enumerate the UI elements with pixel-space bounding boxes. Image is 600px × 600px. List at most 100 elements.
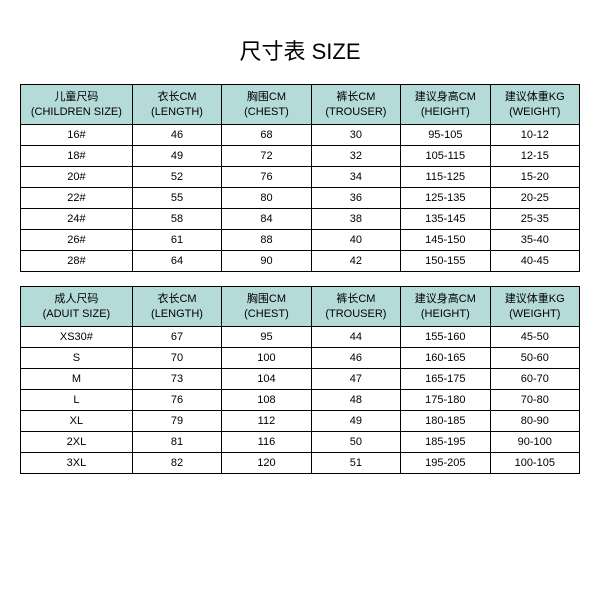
children-header-5: 建议体重KG(WEIGHT) (490, 85, 579, 125)
adult-cell: 100 (222, 348, 311, 369)
children-header-en-5: (WEIGHT) (492, 105, 578, 119)
adult-cell: 46 (311, 348, 400, 369)
adult-cell: 108 (222, 390, 311, 411)
children-header-1: 衣长CM(LENGTH) (132, 85, 221, 125)
adult-cell: 70 (132, 348, 221, 369)
children-header-en-2: (CHEST) (223, 105, 309, 119)
children-header-en-3: (TROUSER) (313, 105, 399, 119)
children-cell: 52 (132, 167, 221, 188)
adult-cell: 160-165 (401, 348, 490, 369)
adult-cell: 70-80 (490, 390, 579, 411)
adult-cell: 120 (222, 453, 311, 474)
size-tables-container: 儿童尺码(CHILDREN SIZE)衣长CM(LENGTH)胸围CM(CHES… (20, 84, 580, 474)
adult-header-cn-4: 建议身高CM (402, 292, 488, 306)
children-cell: 20# (21, 167, 133, 188)
adult-header-5: 建议体重KG(WEIGHT) (490, 287, 579, 327)
children-row: 18#497232105-11512-15 (21, 146, 580, 167)
adult-header-0: 成人尺码(ADUIT SIZE) (21, 287, 133, 327)
adult-cell: 104 (222, 369, 311, 390)
adult-cell: 49 (311, 411, 400, 432)
adult-cell: 2XL (21, 432, 133, 453)
children-header-2: 胸围CM(CHEST) (222, 85, 311, 125)
children-header-3: 裤长CM(TROUSER) (311, 85, 400, 125)
children-cell: 105-115 (401, 146, 490, 167)
children-cell: 150-155 (401, 251, 490, 272)
adult-size-table: 成人尺码(ADUIT SIZE)衣长CM(LENGTH)胸围CM(CHEST)裤… (20, 286, 580, 474)
children-cell: 32 (311, 146, 400, 167)
adult-cell: 180-185 (401, 411, 490, 432)
children-header-cn-3: 裤长CM (313, 90, 399, 104)
children-cell: 38 (311, 209, 400, 230)
adult-cell: 51 (311, 453, 400, 474)
adult-cell: 175-180 (401, 390, 490, 411)
children-cell: 12-15 (490, 146, 579, 167)
adult-header-cn-5: 建议体重KG (492, 292, 578, 306)
children-cell: 40-45 (490, 251, 579, 272)
adult-cell: 79 (132, 411, 221, 432)
children-header-cn-0: 儿童尺码 (22, 90, 131, 104)
adult-row: 2XL8111650185-19590-100 (21, 432, 580, 453)
adult-cell: 47 (311, 369, 400, 390)
children-cell: 72 (222, 146, 311, 167)
adult-cell: 60-70 (490, 369, 579, 390)
adult-header-cn-3: 裤长CM (313, 292, 399, 306)
children-cell: 84 (222, 209, 311, 230)
adult-cell: 112 (222, 411, 311, 432)
children-row: 16#46683095-10510-12 (21, 125, 580, 146)
adult-row: XS30#679544155-16045-50 (21, 327, 580, 348)
adult-cell: 45-50 (490, 327, 579, 348)
adult-header-3: 裤长CM(TROUSER) (311, 287, 400, 327)
adult-header-1: 衣长CM(LENGTH) (132, 287, 221, 327)
children-cell: 135-145 (401, 209, 490, 230)
adult-header-en-0: (ADUIT SIZE) (22, 307, 131, 321)
adult-cell: M (21, 369, 133, 390)
children-cell: 95-105 (401, 125, 490, 146)
children-cell: 22# (21, 188, 133, 209)
adult-row: XL7911249180-18580-90 (21, 411, 580, 432)
adult-row: S7010046160-16550-60 (21, 348, 580, 369)
adult-cell: 116 (222, 432, 311, 453)
adult-cell: 81 (132, 432, 221, 453)
adult-cell: S (21, 348, 133, 369)
children-cell: 34 (311, 167, 400, 188)
children-size-table: 儿童尺码(CHILDREN SIZE)衣长CM(LENGTH)胸围CM(CHES… (20, 84, 580, 272)
adult-cell: 50 (311, 432, 400, 453)
adult-row: L7610848175-18070-80 (21, 390, 580, 411)
children-row: 28#649042150-15540-45 (21, 251, 580, 272)
adult-cell: 82 (132, 453, 221, 474)
page-title: 尺寸表 SIZE (239, 34, 360, 66)
children-row: 20#527634115-12515-20 (21, 167, 580, 188)
adult-cell: XL (21, 411, 133, 432)
adult-cell: 195-205 (401, 453, 490, 474)
adult-header-cn-0: 成人尺码 (22, 292, 131, 306)
adult-cell: 3XL (21, 453, 133, 474)
children-cell: 145-150 (401, 230, 490, 251)
adult-header-en-2: (CHEST) (223, 307, 309, 321)
adult-cell: 185-195 (401, 432, 490, 453)
adult-cell: 100-105 (490, 453, 579, 474)
children-cell: 20-25 (490, 188, 579, 209)
children-cell: 16# (21, 125, 133, 146)
adult-cell: 80-90 (490, 411, 579, 432)
adult-cell: 44 (311, 327, 400, 348)
adult-row: 3XL8212051195-205100-105 (21, 453, 580, 474)
adult-header-en-1: (LENGTH) (134, 307, 220, 321)
children-header-en-1: (LENGTH) (134, 105, 220, 119)
adult-header-en-5: (WEIGHT) (492, 307, 578, 321)
children-cell: 28# (21, 251, 133, 272)
adult-header-cn-1: 衣长CM (134, 292, 220, 306)
children-cell: 64 (132, 251, 221, 272)
children-row: 26#618840145-15035-40 (21, 230, 580, 251)
children-cell: 76 (222, 167, 311, 188)
adult-header-en-3: (TROUSER) (313, 307, 399, 321)
adult-header-2: 胸围CM(CHEST) (222, 287, 311, 327)
children-header-cn-5: 建议体重KG (492, 90, 578, 104)
children-cell: 24# (21, 209, 133, 230)
children-row: 22#558036125-13520-25 (21, 188, 580, 209)
children-cell: 61 (132, 230, 221, 251)
adult-cell: 95 (222, 327, 311, 348)
children-cell: 88 (222, 230, 311, 251)
adult-header-cn-2: 胸围CM (223, 292, 309, 306)
children-cell: 125-135 (401, 188, 490, 209)
adult-cell: 76 (132, 390, 221, 411)
